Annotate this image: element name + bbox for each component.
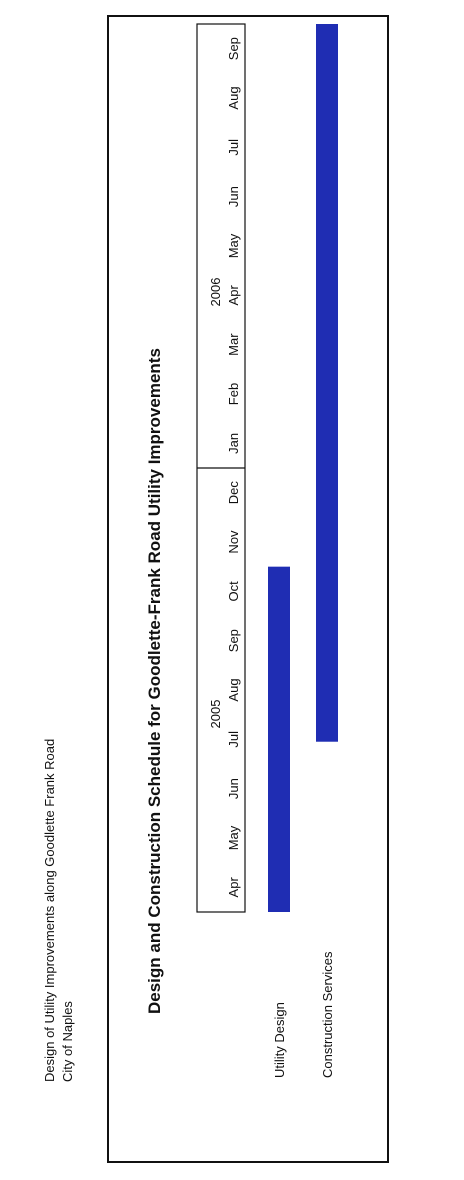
year-label: 2005 [208, 700, 223, 729]
task-label: Utility Design [272, 1002, 287, 1078]
task-label: Construction Services [320, 951, 335, 1078]
month-label: Mar [226, 333, 241, 356]
month-label: Nov [226, 530, 241, 554]
month-label: Apr [226, 285, 241, 306]
month-label: Feb [226, 383, 241, 405]
task-bar [268, 566, 290, 912]
task-bar [316, 24, 338, 742]
month-label: Oct [226, 581, 241, 602]
month-label: Apr [226, 877, 241, 898]
year-label: 2006 [208, 278, 223, 307]
month-label: Jun [226, 186, 241, 207]
month-label: May [226, 233, 241, 258]
month-label: Sep [226, 37, 241, 60]
month-label: Jan [226, 433, 241, 454]
month-label: Jun [226, 778, 241, 799]
month-label: Dec [226, 481, 241, 505]
month-label: May [226, 825, 241, 850]
month-label: Aug [226, 678, 241, 701]
month-label: Aug [226, 86, 241, 109]
chart-title: Design and Construction Schedule for Goo… [145, 348, 164, 1014]
chart-frame [107, 15, 389, 1163]
month-label: Jul [226, 731, 241, 748]
month-label: Sep [226, 629, 241, 652]
month-label: Jul [226, 139, 241, 156]
